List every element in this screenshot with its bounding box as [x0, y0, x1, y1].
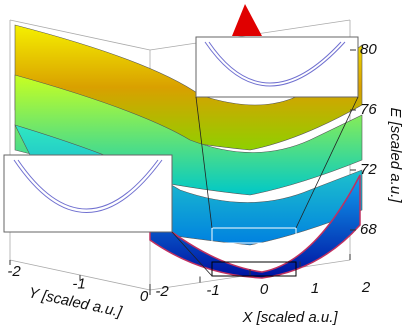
y-tick-label: -1: [72, 275, 85, 292]
inset-curve: [204, 41, 346, 87]
inset-box: [3, 154, 173, 233]
inset-curve: [13, 159, 163, 213]
z-tick-label: 80: [360, 41, 377, 58]
cone: [232, 4, 262, 36]
inset-connectors: [171, 96, 359, 277]
inset-box: [195, 36, 359, 98]
z-tick-label: 76: [360, 101, 377, 118]
y-tick-label: 0: [140, 288, 149, 305]
z-axis-label: E [scaled a.u.]: [387, 107, 404, 203]
x-tick-label: 1: [311, 280, 319, 297]
z-tick-label: 72: [360, 161, 377, 178]
x-tick-label: -1: [206, 282, 219, 299]
x-axis-label: X [scaled a.u.]: [241, 309, 338, 326]
surface-layer: [149, 174, 361, 279]
inset-marker: [211, 227, 297, 244]
x-tick-label: 2: [361, 279, 371, 296]
x-tick-label: -2: [155, 283, 169, 300]
x-tick-label: 0: [260, 281, 269, 298]
z-tick-label: 68: [360, 221, 377, 238]
inset-marker: [211, 261, 297, 277]
y-tick-label: -2: [7, 263, 21, 280]
